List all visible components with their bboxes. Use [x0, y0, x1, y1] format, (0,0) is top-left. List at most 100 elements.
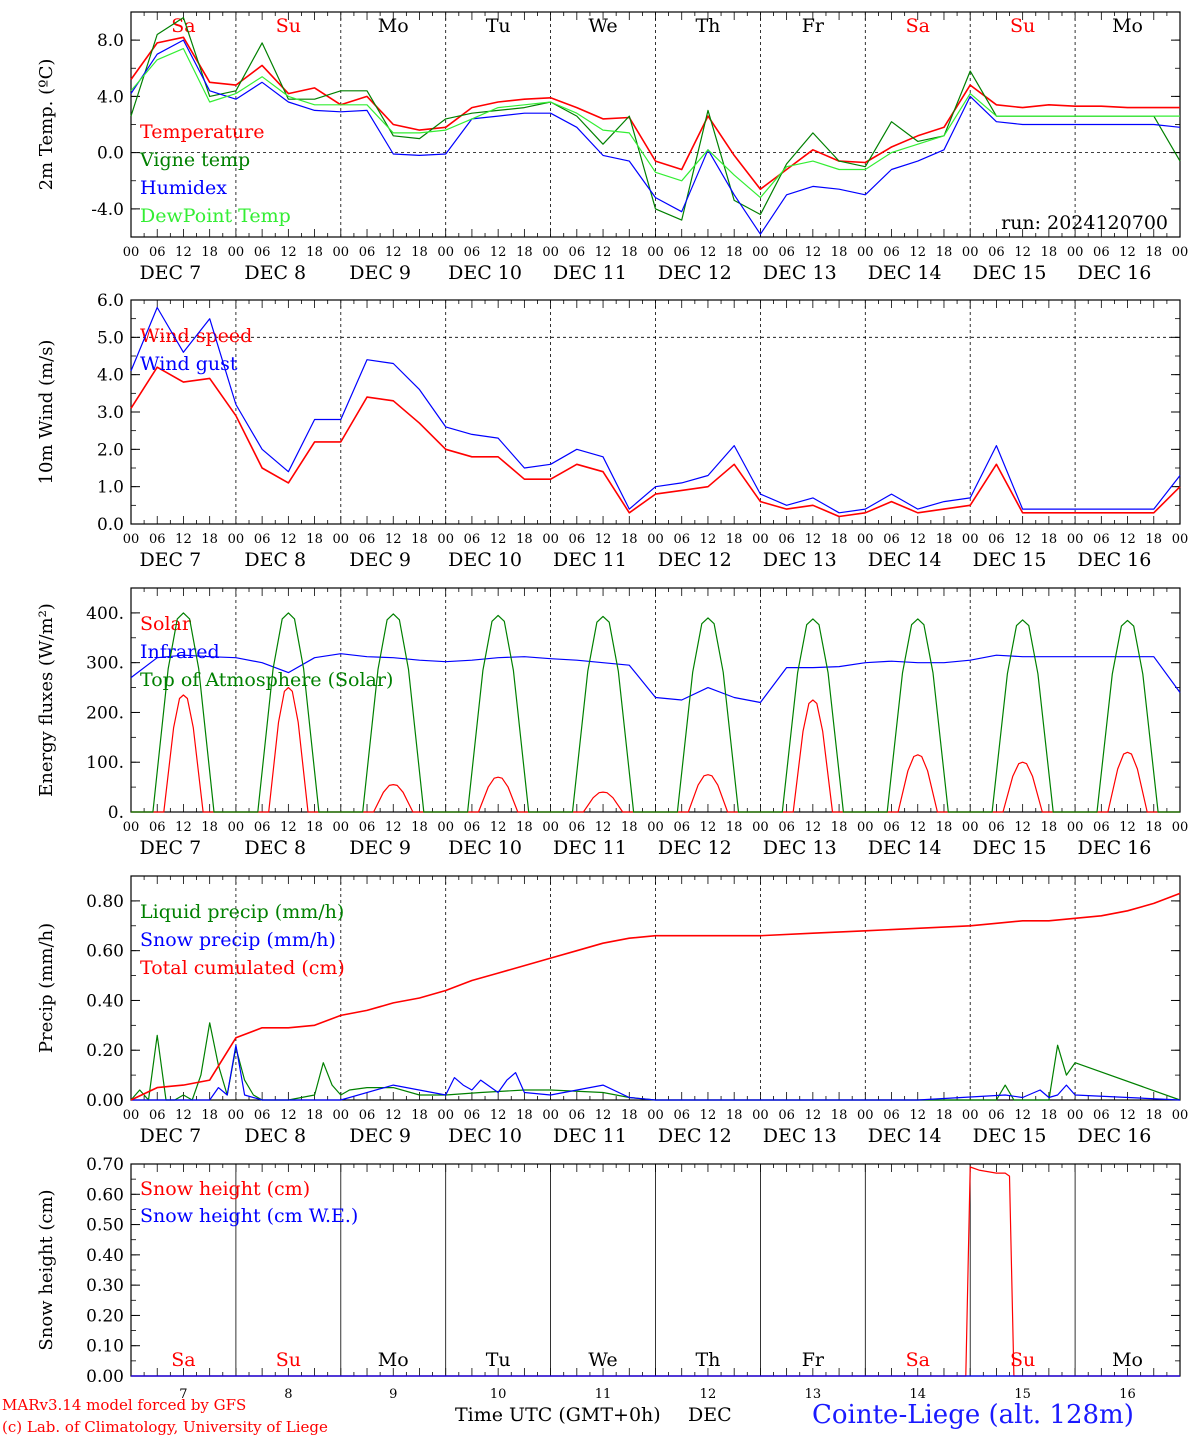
hour-tick-label: 00 [437, 1108, 454, 1123]
date-label: DEC 16 [1078, 837, 1152, 859]
hour-tick-label: 00 [542, 245, 559, 260]
hour-tick-label: 06 [988, 1108, 1005, 1123]
y-tick-label: 0.40 [86, 1246, 124, 1266]
date-label: DEC 14 [868, 837, 942, 859]
y-axis-label: 2m Temp. (ºC) [36, 59, 57, 191]
y-tick-label: 5.0 [97, 328, 124, 348]
date-label: DEC 9 [349, 262, 411, 284]
hour-tick-label: 06 [569, 1108, 586, 1123]
hour-tick-label: 06 [464, 820, 481, 835]
run-annotation: run: 2024120700 [1001, 212, 1168, 234]
hour-tick-label: 18 [726, 820, 743, 835]
hour-tick-label: 12 [700, 532, 717, 547]
y-tick-label: 3.0 [97, 403, 124, 423]
hour-tick-label: 06 [149, 532, 166, 547]
hour-tick-label: 00 [228, 1108, 245, 1123]
hour-tick-label: 18 [621, 532, 638, 547]
hour-tick-label: 06 [673, 1108, 690, 1123]
hour-tick-label: 06 [673, 820, 690, 835]
series-line-1 [131, 1166, 1180, 1377]
date-label: DEC 15 [973, 549, 1047, 571]
legend-entry: Humidex [140, 177, 227, 199]
date-label: DEC 8 [244, 549, 306, 571]
hour-tick-label: 18 [516, 532, 533, 547]
date-label: 8 [284, 1387, 292, 1402]
series-line-4 [130, 47, 1180, 199]
hour-tick-label: 12 [175, 532, 192, 547]
hour-tick-label: 18 [726, 532, 743, 547]
date-label: 9 [389, 1387, 397, 1402]
date-label: DEC 7 [139, 262, 201, 284]
hour-tick-label: 12 [175, 1108, 192, 1123]
date-label: DEC 8 [244, 262, 306, 284]
date-label: DEC 16 [1078, 549, 1152, 571]
hour-tick-label: 06 [778, 532, 795, 547]
hour-tick-label: 12 [595, 820, 612, 835]
date-label: DEC 9 [349, 1125, 411, 1147]
series-line-3 [130, 892, 1181, 1101]
hour-tick-label: 00 [647, 820, 664, 835]
hour-tick-label: 18 [936, 820, 953, 835]
hour-tick-label: 18 [306, 245, 323, 260]
hour-tick-label: 18 [1146, 1108, 1163, 1123]
hour-tick-label: 00 [542, 820, 559, 835]
date-label: DEC 8 [244, 837, 306, 859]
legend-entry: Solar [140, 613, 192, 635]
y-tick-label: 0.0 [97, 144, 124, 164]
y-tick-label: 400. [86, 604, 124, 624]
hour-tick-label: 18 [726, 1108, 743, 1123]
hour-tick-label: 06 [778, 1108, 795, 1123]
weekday-label: Mo [378, 15, 409, 37]
hour-tick-label: 12 [595, 245, 612, 260]
date-label: DEC 14 [868, 262, 942, 284]
y-tick-label: 0.10 [86, 1337, 124, 1357]
hour-tick-label: 00 [228, 820, 245, 835]
hour-tick-label: 18 [831, 1108, 848, 1123]
hour-tick-label: 00 [123, 532, 140, 547]
date-label: DEC 7 [139, 1125, 201, 1147]
date-label: DEC 13 [763, 262, 837, 284]
weekday-label: Sa [171, 1349, 195, 1371]
hour-tick-label: 12 [1119, 532, 1136, 547]
model-credit: MARv3.14 model forced by GFS [2, 1396, 247, 1414]
hour-tick-label: 18 [411, 1108, 428, 1123]
hour-tick-label: 18 [936, 532, 953, 547]
hour-tick-label: 18 [831, 245, 848, 260]
y-tick-label: 0.50 [86, 1216, 124, 1236]
hour-tick-label: 00 [962, 1108, 979, 1123]
hour-tick-label: 12 [909, 820, 926, 835]
hour-tick-label: 18 [621, 820, 638, 835]
hour-tick-label: 00 [962, 245, 979, 260]
y-tick-label: 0.40 [86, 991, 124, 1011]
weekday-label: Su [276, 1349, 301, 1371]
hour-tick-label: 00 [542, 532, 559, 547]
hour-tick-label: 12 [1014, 532, 1031, 547]
series-line-1 [130, 366, 1181, 518]
date-label: DEC 16 [1078, 1125, 1152, 1147]
hour-tick-label: 18 [1041, 245, 1058, 260]
station-label: Cointe-Liege (alt. 128m) [812, 1400, 1134, 1430]
hour-tick-label: 06 [149, 820, 166, 835]
hour-tick-label: 12 [700, 820, 717, 835]
legend-entry: Liquid precip (mm/h) [140, 901, 344, 923]
hour-tick-label: 06 [359, 245, 376, 260]
hour-tick-label: 18 [516, 820, 533, 835]
hour-tick-label: 00 [333, 820, 350, 835]
hour-tick-label: 00 [437, 245, 454, 260]
hour-tick-label: 12 [1014, 820, 1031, 835]
y-tick-label: 0.70 [86, 1155, 124, 1175]
hour-tick-label: 18 [831, 532, 848, 547]
series-line-1 [130, 36, 1180, 190]
panel-3: 0. 100. 200. 300. 400. Energy fluxes (W/m²) 00… [36, 587, 1188, 859]
series-line-2 [130, 306, 1181, 514]
hour-tick-label: 06 [464, 1108, 481, 1123]
hour-tick-label: 06 [988, 820, 1005, 835]
hour-tick-label: 00 [1067, 1108, 1084, 1123]
date-label: DEC 14 [868, 1125, 942, 1147]
y-tick-label: 0.20 [86, 1306, 124, 1326]
hour-tick-label: 12 [385, 245, 402, 260]
hour-tick-label: 12 [490, 1108, 507, 1123]
hour-tick-label: 06 [883, 532, 900, 547]
plot-frame [130, 587, 1181, 813]
